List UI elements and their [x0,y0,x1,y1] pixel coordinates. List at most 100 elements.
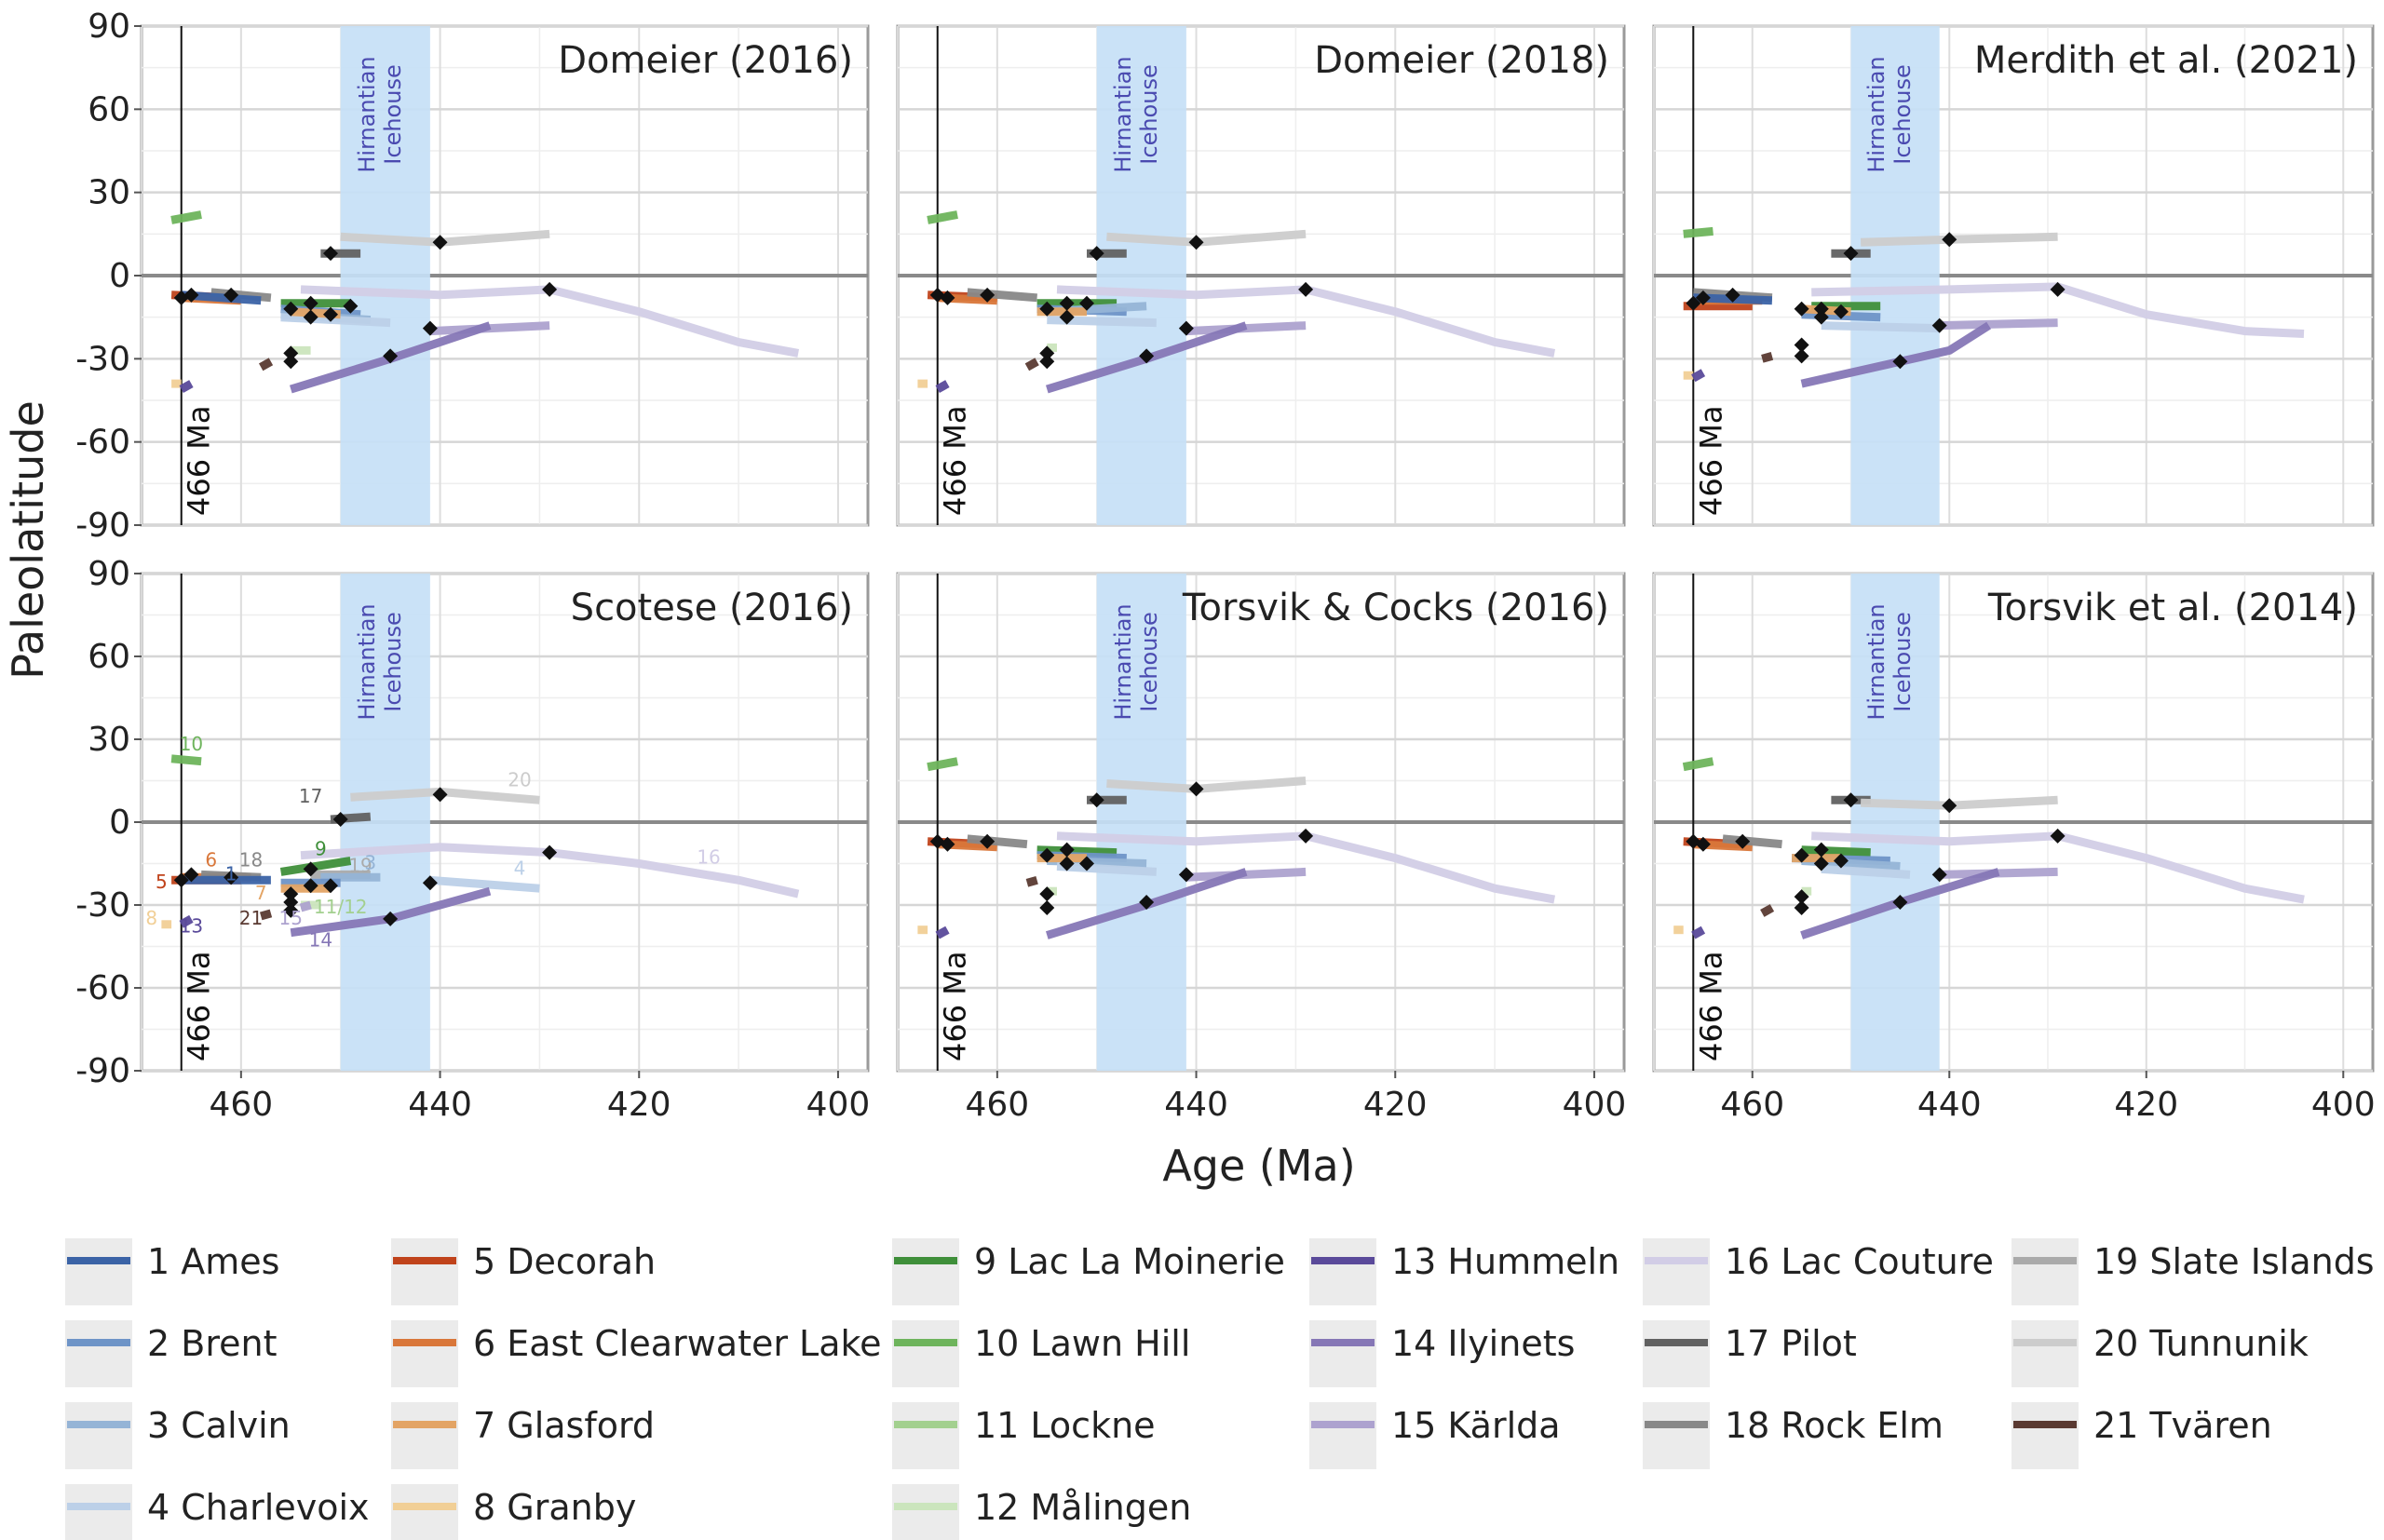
data-point [173,872,189,888]
y-tick-label: -30 [75,886,130,925]
y-axis-label: Paleolatitude [3,400,53,680]
data-point [283,301,299,317]
series-annotation-7: 7 [255,882,267,904]
data-point [1039,899,1055,915]
series-line-21 [1024,358,1039,371]
series-annotation-5: 5 [156,871,168,893]
data-point [383,348,399,364]
data-point [1794,337,1809,353]
icehouse-label-line1: Hirnantian [1110,56,1136,172]
data-point [1931,867,1947,883]
data-point [2050,281,2066,297]
legend-key-bg [892,1402,959,1469]
data-point [1695,836,1711,852]
data-point [542,281,558,297]
legend-label: 16 Lac Couture [1725,1241,1994,1282]
y-tick-label: -60 [75,424,130,462]
series-annotation-17: 17 [299,785,322,807]
legend-label: 6 East Clearwater Lake [473,1323,882,1364]
x-tick-label: 460 [209,1086,273,1124]
series-line-10 [170,754,202,766]
legend-item-16: 16 Lac Couture [1643,1238,1994,1305]
data-point [1813,842,1829,858]
series-line-16 [1811,831,2305,904]
data-point [343,298,359,314]
panel-title: Domeier (2016) [558,39,853,82]
series-line-10 [1683,226,1714,238]
series-line-10 [927,757,958,772]
hirnantian-icehouse-band [340,574,430,1071]
panel-6: Hirnantian Icehouse 466 Ma Torsvik et al. (… [1652,572,2376,1124]
legend-item-14: 14 Ilyinets [1309,1320,1575,1387]
data-point [1942,232,1957,248]
legend-item-20: 20 Tunnunik [2012,1320,2309,1387]
series-line-14 [1800,321,1992,388]
series-line-21 [1025,875,1038,887]
data-point [1843,792,1859,808]
legend-label: 18 Rock Elm [1725,1405,1944,1446]
panel-title: Scotese (2016) [571,587,853,629]
panel-2: Hirnantian Icehouse 466 Ma Domeier (2018) [896,24,1626,527]
x-tick-label: 420 [607,1086,671,1124]
data-point [1039,345,1055,361]
series-annotation-16: 16 [697,846,720,869]
reference-line-label: 466 Ma [1693,952,1728,1061]
data-point [1794,348,1809,364]
legend-label: 8 Granby [473,1487,636,1528]
legend-key-bg [391,1320,458,1387]
legend-label: 15 Kärlda [1391,1405,1561,1446]
data-point [1686,295,1701,311]
data-point [1794,847,1809,863]
series-line-16 [1056,831,1556,904]
series-line-15 [1939,318,2058,331]
reference-line-label: 466 Ma [938,952,973,1061]
series-line-4 [1056,862,1158,876]
data-point [542,844,558,860]
series-line-16 [300,843,800,898]
legend-key-bg [391,1402,458,1469]
legend-key-bg [1643,1238,1710,1305]
reference-line-label: 466 Ma [182,952,217,1061]
series-annotation-13: 13 [180,915,203,938]
series-annotation-20: 20 [508,768,531,790]
data-point [1735,833,1751,849]
legend-item-8: 8 Granby [391,1484,636,1540]
hirnantian-icehouse-band [1850,574,1940,1071]
data-point [283,345,299,361]
legend-item-4: 4 Charlevoix [65,1484,370,1540]
x-tick-label: 440 [1164,1086,1228,1124]
y-tick-label: -30 [75,340,130,378]
legend-label: 2 Brent [147,1323,277,1364]
series-annotation-19: 19 [348,854,372,876]
legend-label: 9 Lac La Moinerie [974,1241,1285,1282]
legend-label: 20 Tunnunik [2093,1323,2309,1364]
panel-title: Torsvik & Cocks (2016) [1182,587,1609,629]
x-tick-label: 400 [2311,1086,2376,1124]
series-line-16 [300,285,800,358]
x-tick-label: 460 [965,1086,1029,1124]
data-point [1039,886,1055,902]
data-point [1794,889,1809,905]
data-point [1794,899,1809,915]
series-line-4 [1821,864,1911,879]
series-line-15 [299,900,312,912]
legend-item-19: 19 Slate Islands [2012,1238,2375,1305]
icehouse-label-line2: Icehouse [1890,64,1916,164]
legend-key-bg [65,1402,132,1469]
legend-key-bg [2012,1320,2079,1387]
data-point [1298,281,1314,297]
series-annotation-10: 10 [180,733,203,755]
series-annotation-15: 15 [279,907,303,929]
y-tick-label: 0 [109,257,130,295]
icehouse-label-line2: Icehouse [1890,612,1916,711]
data-point [1059,295,1075,311]
panel-5: Hirnantian Icehouse 466 Ma Torsvik & Cocks … [896,572,1626,1124]
y-tick-label: 0 [109,804,130,842]
data-point [2050,828,2066,844]
legend-key-bg [1309,1402,1376,1469]
data-point [323,246,339,262]
legend-item-2: 2 Brent [65,1320,277,1387]
series-line-13 [1691,925,1706,939]
